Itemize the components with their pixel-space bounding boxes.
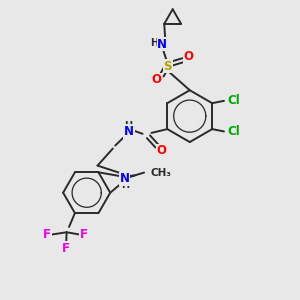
Text: O: O xyxy=(184,50,194,63)
Text: N: N xyxy=(158,38,167,50)
Text: N: N xyxy=(120,172,130,185)
Text: O: O xyxy=(152,73,161,86)
Text: H: H xyxy=(124,121,133,131)
Text: O: O xyxy=(157,144,167,158)
Text: CH₃: CH₃ xyxy=(150,168,171,178)
Text: S: S xyxy=(164,60,172,73)
Text: Cl: Cl xyxy=(228,94,240,107)
Text: F: F xyxy=(62,242,70,255)
Text: F: F xyxy=(80,228,88,241)
Text: N: N xyxy=(124,125,134,138)
Text: H: H xyxy=(150,38,158,48)
Text: H: H xyxy=(121,180,129,190)
Text: F: F xyxy=(43,228,51,241)
Text: Cl: Cl xyxy=(228,125,240,138)
